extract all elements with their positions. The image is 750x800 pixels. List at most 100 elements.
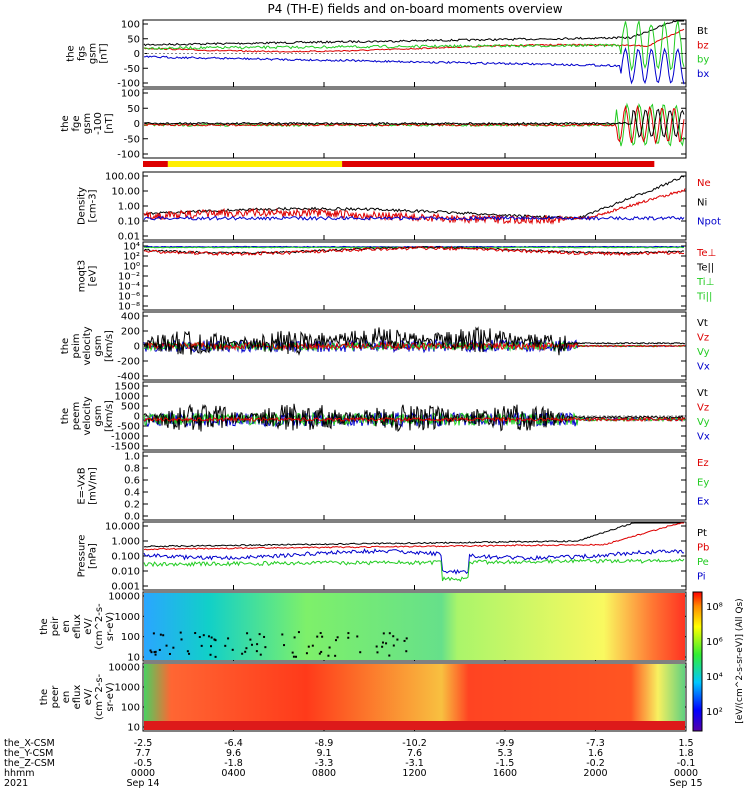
coord-value: 0000 [674, 768, 698, 779]
spectrogram-speck [356, 635, 359, 638]
coord-row-label: the_X-CSM [4, 738, 55, 749]
spectrogram-speck [214, 639, 217, 642]
y-tick-label: -100 [117, 150, 140, 161]
y-tick-label: 10.00 [111, 187, 140, 198]
spectrogram-speck [214, 655, 217, 658]
spectrogram-speck [179, 631, 182, 634]
y-axis-label: [km/s] [104, 330, 115, 362]
y-axis-label: [cm-3] [88, 189, 99, 222]
spectrogram-speck [382, 632, 385, 635]
series-peem-vz [143, 416, 686, 423]
y-tick-label: 10⁻² [118, 272, 140, 283]
spectrogram-speck [403, 639, 406, 642]
spectrogram-speck [200, 644, 203, 647]
mode-bar-red [143, 161, 168, 167]
panel-frame [142, 171, 687, 241]
spectrogram-speck [307, 645, 310, 648]
spectrogram-speck [168, 652, 171, 655]
y-tick-label: 400 [121, 312, 140, 323]
y-tick-label: 10000 [108, 663, 140, 674]
legend-density-1: Ni [697, 197, 707, 208]
spectrogram-speck [359, 651, 362, 654]
spectrogram-speck [381, 641, 384, 644]
y-tick-label: 10⁰ [123, 262, 140, 273]
y-tick-label: 10⁻⁴ [118, 282, 140, 293]
colorbar-tick-label: 10⁸ [706, 602, 723, 613]
y-tick-label: 10⁻⁸ [118, 302, 140, 313]
legend-peem-3: Vx [697, 432, 710, 443]
panel-peir: 10000 1000 100 10 the peir en eflux eV/(cm^2-s-s… [39, 591, 687, 664]
coord-value: -7.3 [586, 738, 605, 749]
y-tick-label: 0.001 [111, 582, 140, 593]
legend-fgs-0: Bt [697, 26, 708, 37]
y-axis-label: [nT] [104, 113, 115, 133]
y-tick-label: 0.2 [124, 500, 140, 511]
y-axis-label: sr-eV) [105, 612, 116, 641]
legend-peem-1: Vz [697, 403, 709, 414]
spectrogram-peer [144, 664, 685, 730]
y-tick-label: 10.000 [105, 522, 140, 533]
y-axis-label: E=-VxB [77, 467, 88, 504]
spectrogram-speck [334, 654, 337, 657]
y-tick-label: 0.6 [124, 476, 140, 487]
spectrogram-speck [405, 650, 408, 653]
y-axis-label: eflux [72, 614, 83, 639]
series-pe [143, 558, 685, 583]
spectrogram-speck [256, 643, 259, 646]
panel-frame [142, 451, 687, 521]
series-bt [143, 20, 684, 47]
legend-pressure-0: Pt [697, 528, 707, 539]
coord-value: -9.9 [496, 738, 515, 749]
spectrogram-speck [255, 650, 258, 653]
y-tick-label: -1500 [111, 442, 140, 453]
y-tick-label: -500 [117, 422, 140, 433]
spectrogram-speck [246, 632, 249, 635]
colorbar-label: [eV/(cm^2-s-sr-eV)] (All Qs) [735, 598, 745, 723]
spectrogram-speck [154, 653, 157, 656]
spectrogram-speck [198, 636, 201, 639]
y-axis-label: velocity [82, 326, 93, 365]
y-axis-label: [km/s] [104, 400, 115, 432]
y-axis-label: peir [50, 616, 61, 636]
colorbar: 10⁸ 10⁶ 10⁴ 10² [eV/(cm^2-s-sr-eV)] (All Qs) [692, 591, 745, 732]
coord-value: -10.2 [402, 738, 427, 749]
spectrogram-speck [249, 638, 252, 641]
y-axis-label: eV/ [83, 618, 94, 635]
spectrogram-speck [202, 634, 205, 637]
legend-temp-0: Te⊥ [696, 248, 716, 259]
y-axis-label: en [61, 691, 72, 704]
y-axis-label: eflux [72, 685, 83, 710]
y-axis-label: gsm [82, 113, 93, 134]
y-tick-label: 10 [127, 723, 140, 734]
coord-value: 7.7 [135, 748, 150, 759]
spectrogram-speck [396, 638, 399, 641]
legend-temp-2: Ti⊥ [696, 277, 714, 288]
y-tick-label: 0 [134, 342, 140, 353]
spectrogram-speck [241, 652, 244, 655]
spectrogram-speck [320, 650, 323, 653]
y-tick-label: 10000 [108, 592, 140, 603]
coord-value: 1.6 [588, 748, 603, 759]
legend-peem-2: Vy [697, 417, 710, 428]
y-tick-label: 100 [121, 703, 140, 714]
coord-value: 1600 [493, 768, 517, 779]
spectrogram-speck [207, 635, 210, 638]
spectrogram-speck [347, 632, 350, 635]
coord-value: 2000 [583, 768, 607, 779]
y-axis-label: peim [71, 333, 82, 358]
spectrogram-speck [194, 632, 197, 635]
coord-value: -3.3 [315, 758, 334, 769]
spectrogram-speck [245, 647, 248, 650]
spectrogram-speck [210, 645, 213, 648]
series-pt [143, 522, 684, 548]
series-npot [143, 215, 685, 221]
y-tick-label: 0.10 [118, 217, 140, 228]
series-pb [143, 522, 684, 551]
spectrogram-speck [154, 650, 157, 653]
coord-value: 7.6 [407, 748, 422, 759]
y-tick-label: -400 [117, 372, 140, 383]
